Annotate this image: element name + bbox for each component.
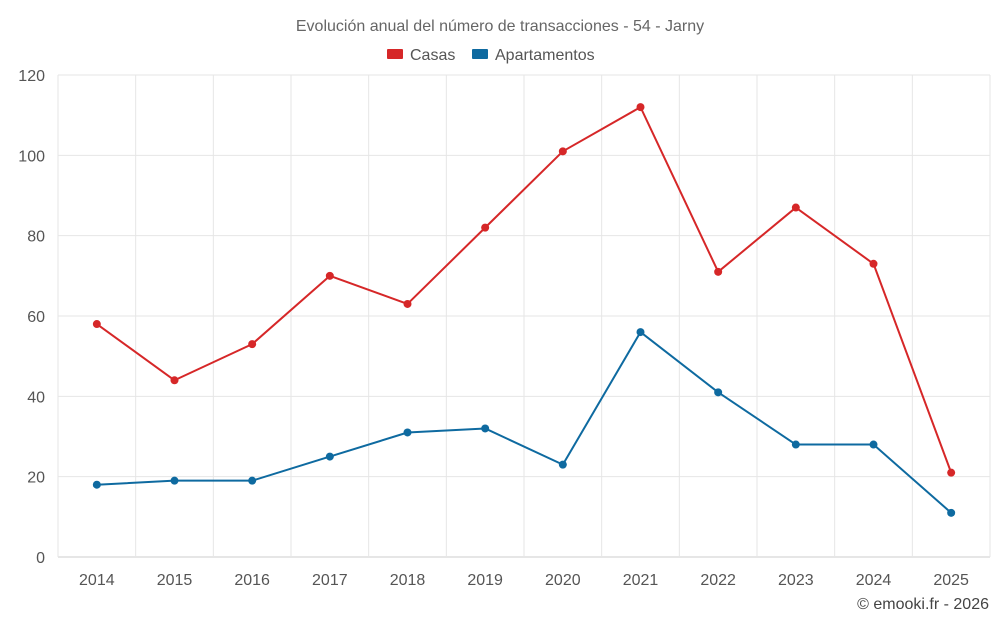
legend-item-apartamentos[interactable]: Apartamentos [472,47,595,64]
y-tick-label: 20 [27,470,45,487]
series-apartamentos [92,328,956,517]
x-tick-label: 2025 [933,572,969,589]
x-tick-label: 2023 [778,572,814,589]
y-tick-label: 40 [27,389,45,406]
data-point-apartamentos-2015[interactable] [170,476,179,485]
data-point-casas-2024[interactable] [869,259,878,268]
x-tick-label: 2019 [467,572,503,589]
legend-swatch-casas [387,49,403,59]
data-point-casas-2020[interactable] [558,147,567,156]
legend-item-casas[interactable]: Casas [387,47,455,64]
x-tick-label: 2017 [312,572,348,589]
series-group [92,103,956,517]
data-point-apartamentos-2021[interactable] [636,328,645,337]
y-tick-label: 100 [18,148,45,165]
data-point-apartamentos-2014[interactable] [92,480,101,489]
data-point-apartamentos-2018[interactable] [403,428,412,437]
data-point-apartamentos-2017[interactable] [325,452,334,461]
x-tick-label: 2015 [157,572,193,589]
data-point-casas-2022[interactable] [714,267,723,276]
y-tick-label: 60 [27,309,45,326]
series-casas [92,103,956,477]
data-point-casas-2018[interactable] [403,299,412,308]
data-point-apartamentos-2024[interactable] [869,440,878,449]
series-line-casas [96,106,953,473]
data-point-casas-2025[interactable] [947,468,956,477]
y-axis-ticks: 0 20 40 60 80 100 120 [18,68,45,567]
data-point-casas-2014[interactable] [92,320,101,329]
legend-label-casas: Casas [410,47,455,64]
legend: Casas Apartamentos [387,47,595,64]
legend-label-apartamentos: Apartamentos [495,47,595,64]
data-point-casas-2023[interactable] [791,203,800,212]
x-tick-label: 2022 [700,572,736,589]
x-tick-label: 2016 [234,572,270,589]
data-point-apartamentos-2019[interactable] [481,424,490,433]
x-axis-ticks: 2014 2015 2016 2017 2018 2019 2020 2021 2022 2023… [79,572,969,589]
data-point-apartamentos-2023[interactable] [791,440,800,449]
gridlines [57,74,991,558]
data-point-apartamentos-2025[interactable] [947,508,956,517]
legend-swatch-apartamentos [472,49,488,59]
data-point-casas-2021[interactable] [636,103,645,112]
y-tick-label: 120 [18,68,45,85]
data-point-casas-2019[interactable] [481,223,490,232]
x-tick-label: 2014 [79,572,115,589]
x-tick-label: 2024 [856,572,892,589]
y-tick-label: 0 [36,550,45,567]
data-point-apartamentos-2016[interactable] [248,476,257,485]
series-line-apartamentos [96,331,952,514]
data-point-apartamentos-2020[interactable] [558,460,567,469]
chart-title: Evolución anual del número de transaccio… [296,18,704,35]
x-tick-label: 2018 [390,572,426,589]
x-tick-label: 2021 [623,572,659,589]
data-point-apartamentos-2022[interactable] [714,388,723,397]
data-point-casas-2016[interactable] [248,340,257,349]
data-point-casas-2015[interactable] [170,376,179,385]
credit-text: © emooki.fr - 2026 [857,596,989,613]
data-point-casas-2017[interactable] [325,271,334,280]
y-tick-label: 80 [27,229,45,246]
x-tick-label: 2020 [545,572,581,589]
